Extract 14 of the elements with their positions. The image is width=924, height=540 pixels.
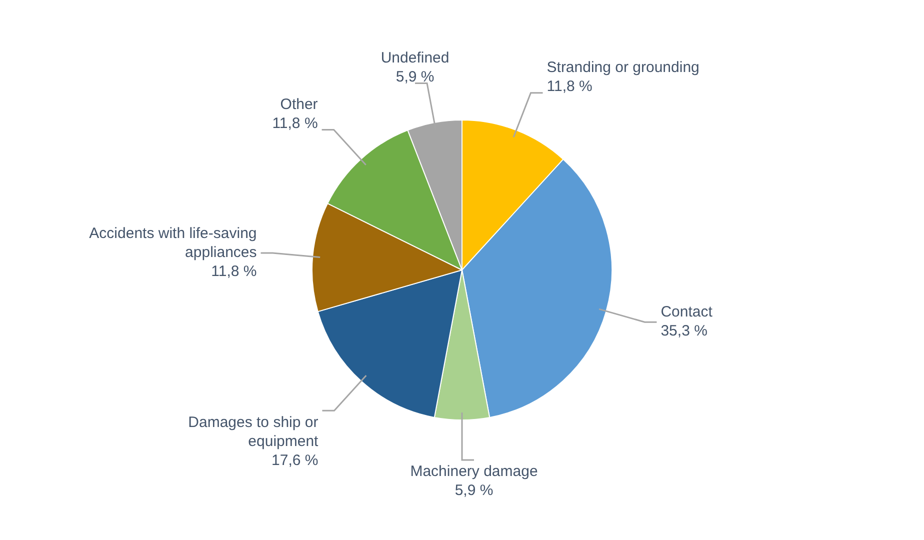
data-label: 17,6 % — [272, 452, 318, 469]
data-label: 11,8 % — [546, 78, 592, 96]
slice-label: Other — [280, 96, 318, 113]
slice-label: Undefined — [380, 49, 450, 66]
slice-label: Machinery damage — [410, 463, 538, 480]
data-label: 5,9 % — [396, 68, 434, 86]
data-label: 11,8 % — [272, 114, 318, 132]
slice-label: Accidents with life-saving appliances — [89, 225, 257, 262]
slice-label: Damages to ship or equipment — [188, 414, 320, 450]
data-label: 11,8 % — [211, 263, 257, 280]
slice-label: Contact — [660, 304, 714, 321]
slice-label: Stranding or grounding — [546, 59, 700, 76]
data-label: 35,3 % — [660, 322, 708, 340]
data-label: 5,9 % — [454, 482, 494, 500]
